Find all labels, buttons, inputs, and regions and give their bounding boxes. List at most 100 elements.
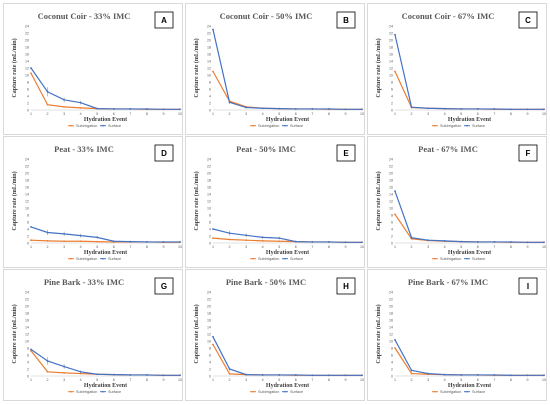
y-tick-label: 18 bbox=[207, 311, 211, 315]
data-point bbox=[311, 108, 314, 110]
data-point bbox=[228, 232, 231, 235]
legend-marker bbox=[284, 124, 286, 127]
y-tick-label: 14 bbox=[207, 325, 211, 329]
x-axis-label: Hydration Event bbox=[448, 250, 491, 256]
legend-label: Surface bbox=[472, 124, 485, 128]
x-tick-label: 9 bbox=[344, 112, 346, 116]
legend-marker bbox=[466, 390, 468, 393]
y-tick-label: 2 bbox=[209, 101, 211, 105]
legend-label: Subirrigation bbox=[440, 257, 461, 261]
x-tick-label: 10 bbox=[542, 378, 546, 382]
chart-panel-a: Coconut Coir - 33% IMC A 0 2 4 6 8 10 12 14 16 18 20… bbox=[3, 3, 183, 135]
data-point bbox=[394, 347, 396, 349]
y-tick-label: 14 bbox=[389, 59, 393, 63]
x-tick-label: 3 bbox=[245, 112, 247, 116]
x-tick-label: 2 bbox=[229, 245, 231, 249]
data-point bbox=[509, 374, 512, 377]
data-point bbox=[129, 374, 132, 376]
data-point bbox=[212, 70, 214, 73]
legend-label: Subirrigation bbox=[76, 257, 97, 261]
data-point bbox=[245, 234, 248, 237]
data-point bbox=[261, 107, 264, 110]
x-tick-label: 2 bbox=[229, 378, 231, 382]
data-point bbox=[30, 67, 32, 69]
x-tick-label: 10 bbox=[542, 112, 546, 116]
y-axis-label: Capture rate (mL/min) bbox=[375, 304, 382, 363]
legend-label: Surface bbox=[472, 257, 485, 261]
legend-label: Surface bbox=[290, 390, 303, 394]
legend-marker bbox=[252, 124, 254, 127]
y-tick-label: 12 bbox=[207, 66, 211, 70]
y-tick-label: 8 bbox=[27, 346, 29, 350]
y-tick-label: 24 bbox=[389, 290, 393, 294]
x-tick-label: 1 bbox=[30, 112, 32, 116]
x-tick-label: 6 bbox=[295, 112, 297, 116]
legend-marker bbox=[70, 124, 72, 127]
data-point bbox=[46, 231, 49, 234]
data-point bbox=[443, 373, 446, 376]
data-point bbox=[46, 103, 49, 106]
y-tick-label: 18 bbox=[207, 178, 211, 182]
x-tick-label: 9 bbox=[526, 245, 528, 249]
series-line-surface bbox=[212, 29, 362, 110]
chart-svg: Coconut Coir - 33% IMC A02468101214161820… bbox=[11, 11, 182, 128]
series-line-surface bbox=[30, 348, 180, 376]
data-point bbox=[278, 240, 281, 243]
y-tick-label: 10 bbox=[25, 339, 29, 343]
x-tick-label: 6 bbox=[113, 112, 115, 116]
data-point bbox=[129, 108, 132, 110]
y-tick-label: 14 bbox=[25, 192, 29, 196]
x-tick-label: 9 bbox=[162, 378, 164, 382]
y-tick-label: 16 bbox=[25, 52, 29, 56]
y-tick-label: 2 bbox=[209, 367, 211, 371]
data-point bbox=[79, 370, 82, 373]
x-tick-label: 7 bbox=[493, 112, 495, 116]
data-point bbox=[311, 374, 314, 377]
data-point bbox=[96, 236, 99, 239]
y-tick-label: 6 bbox=[209, 87, 211, 91]
y-tick-label: 24 bbox=[25, 24, 29, 28]
y-tick-label: 10 bbox=[389, 206, 393, 210]
panel-letter-box bbox=[336, 11, 356, 29]
y-tick-label: 8 bbox=[391, 346, 393, 350]
y-tick-label: 8 bbox=[27, 213, 29, 217]
data-point bbox=[46, 240, 49, 242]
data-point bbox=[30, 348, 32, 351]
y-tick-label: 12 bbox=[25, 66, 29, 70]
y-tick-label: 4 bbox=[27, 94, 29, 98]
y-tick-label: 14 bbox=[207, 59, 211, 63]
y-tick-label: 0 bbox=[391, 374, 393, 378]
x-tick-label: 1 bbox=[30, 378, 32, 382]
data-point bbox=[261, 240, 264, 242]
y-tick-label: 12 bbox=[207, 332, 211, 336]
x-tick-label: 8 bbox=[328, 112, 330, 116]
data-point bbox=[361, 374, 363, 377]
y-tick-label: 14 bbox=[389, 192, 393, 196]
y-tick-label: 14 bbox=[25, 59, 29, 63]
series-line-surface bbox=[394, 190, 544, 243]
data-point bbox=[112, 373, 115, 376]
chart-title: Peat - 67% IMC bbox=[418, 144, 478, 154]
x-tick-label: 6 bbox=[477, 378, 479, 382]
legend-marker bbox=[466, 257, 468, 260]
x-tick-label: 6 bbox=[295, 245, 297, 249]
x-tick-label: 8 bbox=[328, 245, 330, 249]
chart-svg: Pine Bark - 33% IMC G02468101214161820222… bbox=[11, 277, 182, 394]
y-axis-label: Capture rate (mL/min) bbox=[375, 171, 382, 230]
data-point bbox=[228, 368, 231, 370]
y-tick-label: 20 bbox=[25, 171, 29, 175]
y-tick-label: 18 bbox=[25, 311, 29, 315]
x-tick-label: 9 bbox=[526, 378, 528, 382]
y-tick-label: 6 bbox=[209, 220, 211, 224]
x-tick-label: 7 bbox=[311, 378, 313, 382]
x-tick-label: 10 bbox=[360, 378, 364, 382]
data-point bbox=[410, 372, 413, 375]
data-point bbox=[394, 70, 396, 73]
legend-label: Surface bbox=[108, 124, 121, 128]
data-point bbox=[79, 240, 82, 243]
chart-title: Pine Bark - 67% IMC bbox=[408, 277, 488, 287]
y-tick-label: 22 bbox=[389, 297, 393, 301]
chart-title: Peat - 33% IMC bbox=[54, 144, 114, 154]
x-tick-label: 3 bbox=[427, 245, 429, 249]
